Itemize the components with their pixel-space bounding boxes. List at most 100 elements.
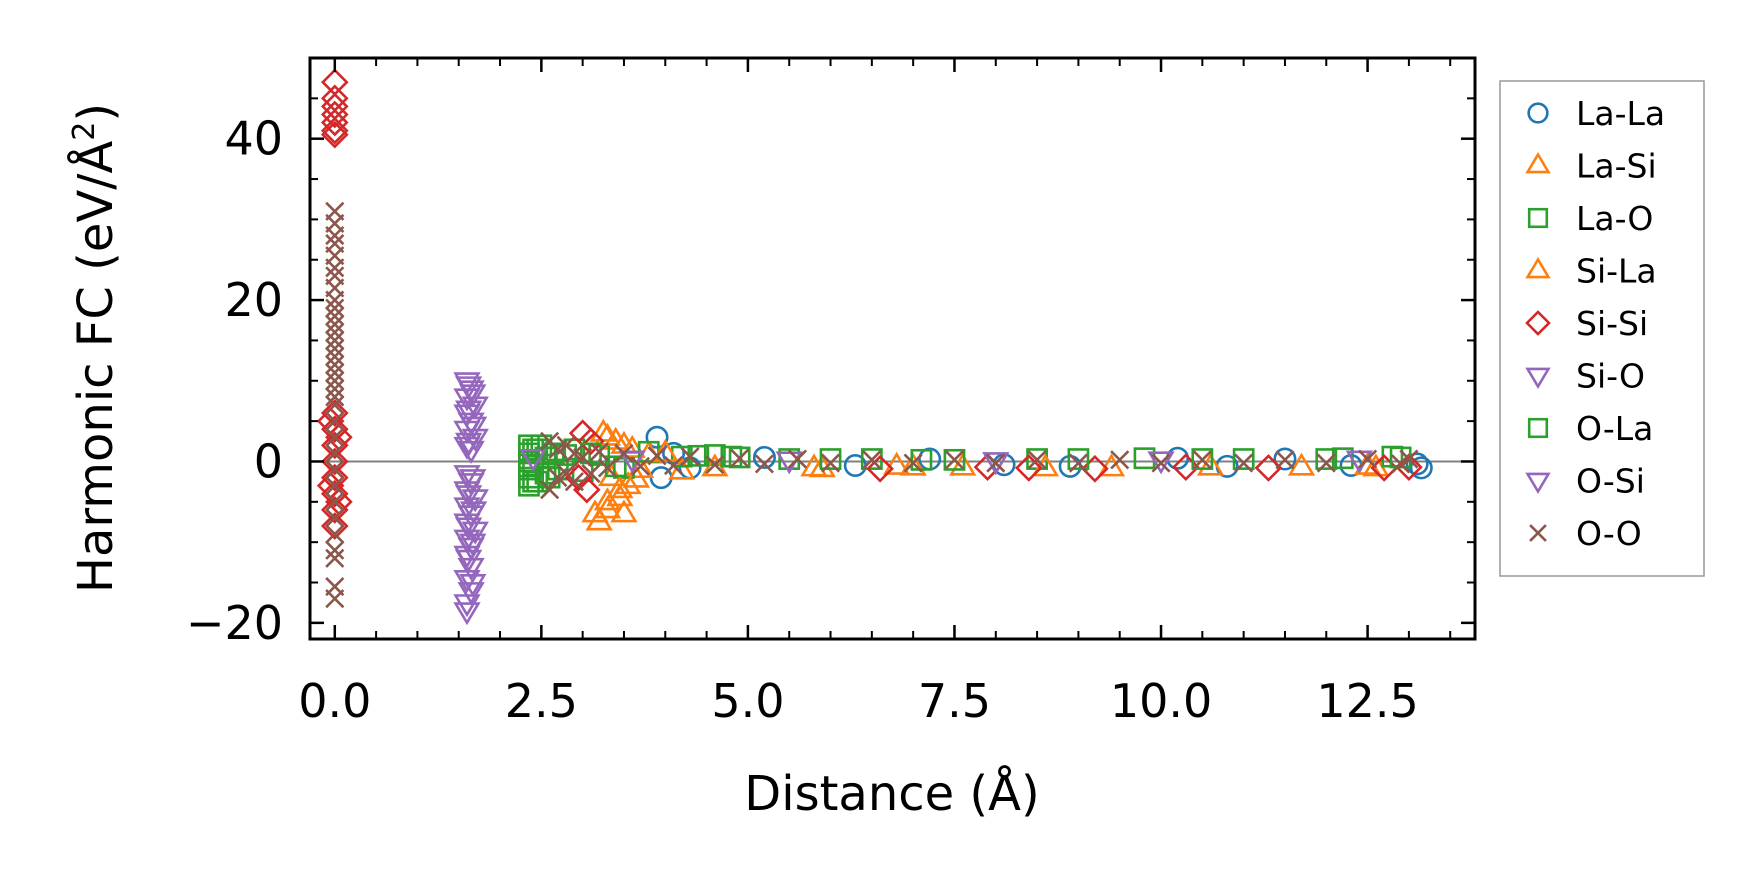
data-point bbox=[754, 454, 774, 474]
data-point bbox=[1287, 452, 1316, 476]
data-point bbox=[630, 456, 651, 476]
data-point bbox=[461, 489, 489, 513]
data-point bbox=[610, 499, 638, 523]
data-point bbox=[1358, 449, 1378, 469]
data-point bbox=[819, 448, 842, 470]
data-point bbox=[899, 452, 927, 476]
data-point bbox=[325, 322, 345, 342]
data-point bbox=[325, 524, 345, 544]
data-point bbox=[662, 441, 686, 465]
data-point bbox=[325, 355, 345, 375]
data-point bbox=[944, 450, 965, 470]
data-point bbox=[903, 453, 923, 473]
data-point bbox=[461, 521, 489, 545]
data-point bbox=[325, 589, 345, 609]
data-point bbox=[705, 455, 725, 475]
data-point bbox=[918, 447, 942, 471]
data-point bbox=[325, 298, 345, 318]
data-point bbox=[454, 400, 483, 424]
data-point bbox=[320, 447, 349, 476]
data-point bbox=[1232, 448, 1255, 470]
data-point bbox=[787, 449, 808, 469]
data-point bbox=[647, 446, 667, 466]
data-point bbox=[325, 306, 345, 326]
x-tick-label: 5.0 bbox=[711, 674, 784, 728]
data-point bbox=[663, 455, 684, 476]
legend-label: O-O bbox=[1576, 514, 1642, 553]
data-point bbox=[808, 454, 836, 478]
legend-label: Si-O bbox=[1576, 357, 1645, 396]
data-point bbox=[325, 492, 345, 512]
data-point bbox=[820, 453, 841, 473]
data-point bbox=[564, 472, 584, 492]
data-point bbox=[459, 501, 488, 525]
data-point bbox=[564, 463, 593, 492]
data-point bbox=[320, 100, 349, 129]
y-axis-label: Harmonic FC (eV/Å2) bbox=[67, 103, 124, 593]
data-point bbox=[457, 582, 485, 606]
data-point bbox=[457, 557, 485, 581]
data-point bbox=[597, 458, 618, 478]
data-point bbox=[454, 517, 483, 541]
data-point bbox=[325, 290, 345, 310]
data-point bbox=[1275, 450, 1295, 470]
data-point bbox=[862, 450, 882, 470]
data-point bbox=[320, 84, 349, 113]
data-point bbox=[618, 450, 646, 474]
legend-marker-icon bbox=[1529, 524, 1547, 542]
x-axis-label: Distance (Å) bbox=[744, 765, 1039, 822]
data-point bbox=[453, 420, 481, 444]
data-point bbox=[320, 479, 349, 508]
data-point bbox=[1273, 447, 1297, 471]
legend-marker-icon bbox=[1525, 367, 1551, 390]
series-o-o bbox=[325, 201, 1419, 609]
data-point bbox=[325, 330, 345, 350]
data-point bbox=[461, 428, 489, 452]
data-point bbox=[1315, 448, 1338, 470]
data-point bbox=[730, 448, 750, 468]
y-axis-label-close: ) bbox=[68, 103, 124, 122]
data-point bbox=[325, 476, 345, 496]
data-point bbox=[459, 384, 487, 408]
data-point bbox=[589, 442, 609, 462]
data-point bbox=[457, 440, 485, 464]
legend-marker-icon bbox=[1525, 310, 1551, 336]
data-point bbox=[320, 120, 349, 149]
data-point bbox=[454, 485, 483, 509]
y-tick-label: 40 bbox=[224, 112, 283, 166]
data-point bbox=[606, 483, 634, 507]
legend-marker-icon bbox=[1527, 207, 1549, 229]
data-point bbox=[651, 438, 679, 462]
data-point bbox=[1067, 448, 1090, 470]
data-point bbox=[320, 92, 349, 121]
data-point bbox=[320, 512, 349, 540]
data-point bbox=[752, 445, 776, 469]
data-point bbox=[325, 363, 345, 383]
data-point bbox=[581, 464, 601, 484]
data-point bbox=[1254, 454, 1283, 482]
data-point bbox=[943, 448, 966, 471]
data-point bbox=[614, 443, 634, 463]
data-point bbox=[320, 108, 349, 137]
data-point bbox=[1110, 450, 1130, 470]
data-point bbox=[320, 415, 349, 444]
data-point bbox=[325, 371, 345, 391]
data-point bbox=[453, 388, 481, 412]
legend-marker-icon bbox=[1525, 472, 1551, 495]
legend-label: Si-La bbox=[1576, 252, 1657, 291]
data-point bbox=[325, 225, 345, 246]
data-point bbox=[1014, 454, 1043, 482]
data-point bbox=[1097, 453, 1126, 477]
data-point bbox=[540, 480, 560, 500]
data-point bbox=[454, 549, 483, 573]
data-point bbox=[320, 431, 349, 460]
data-point bbox=[320, 399, 349, 427]
data-point bbox=[910, 448, 933, 471]
legend-item-la-la: La-La bbox=[1527, 94, 1665, 133]
legend-label: O-Si bbox=[1576, 462, 1645, 501]
y-axis-label-main: Harmonic FC (eV/Å bbox=[67, 141, 124, 594]
data-point bbox=[325, 508, 345, 528]
data-point bbox=[325, 459, 345, 480]
legend-label: Si-Si bbox=[1576, 304, 1648, 343]
